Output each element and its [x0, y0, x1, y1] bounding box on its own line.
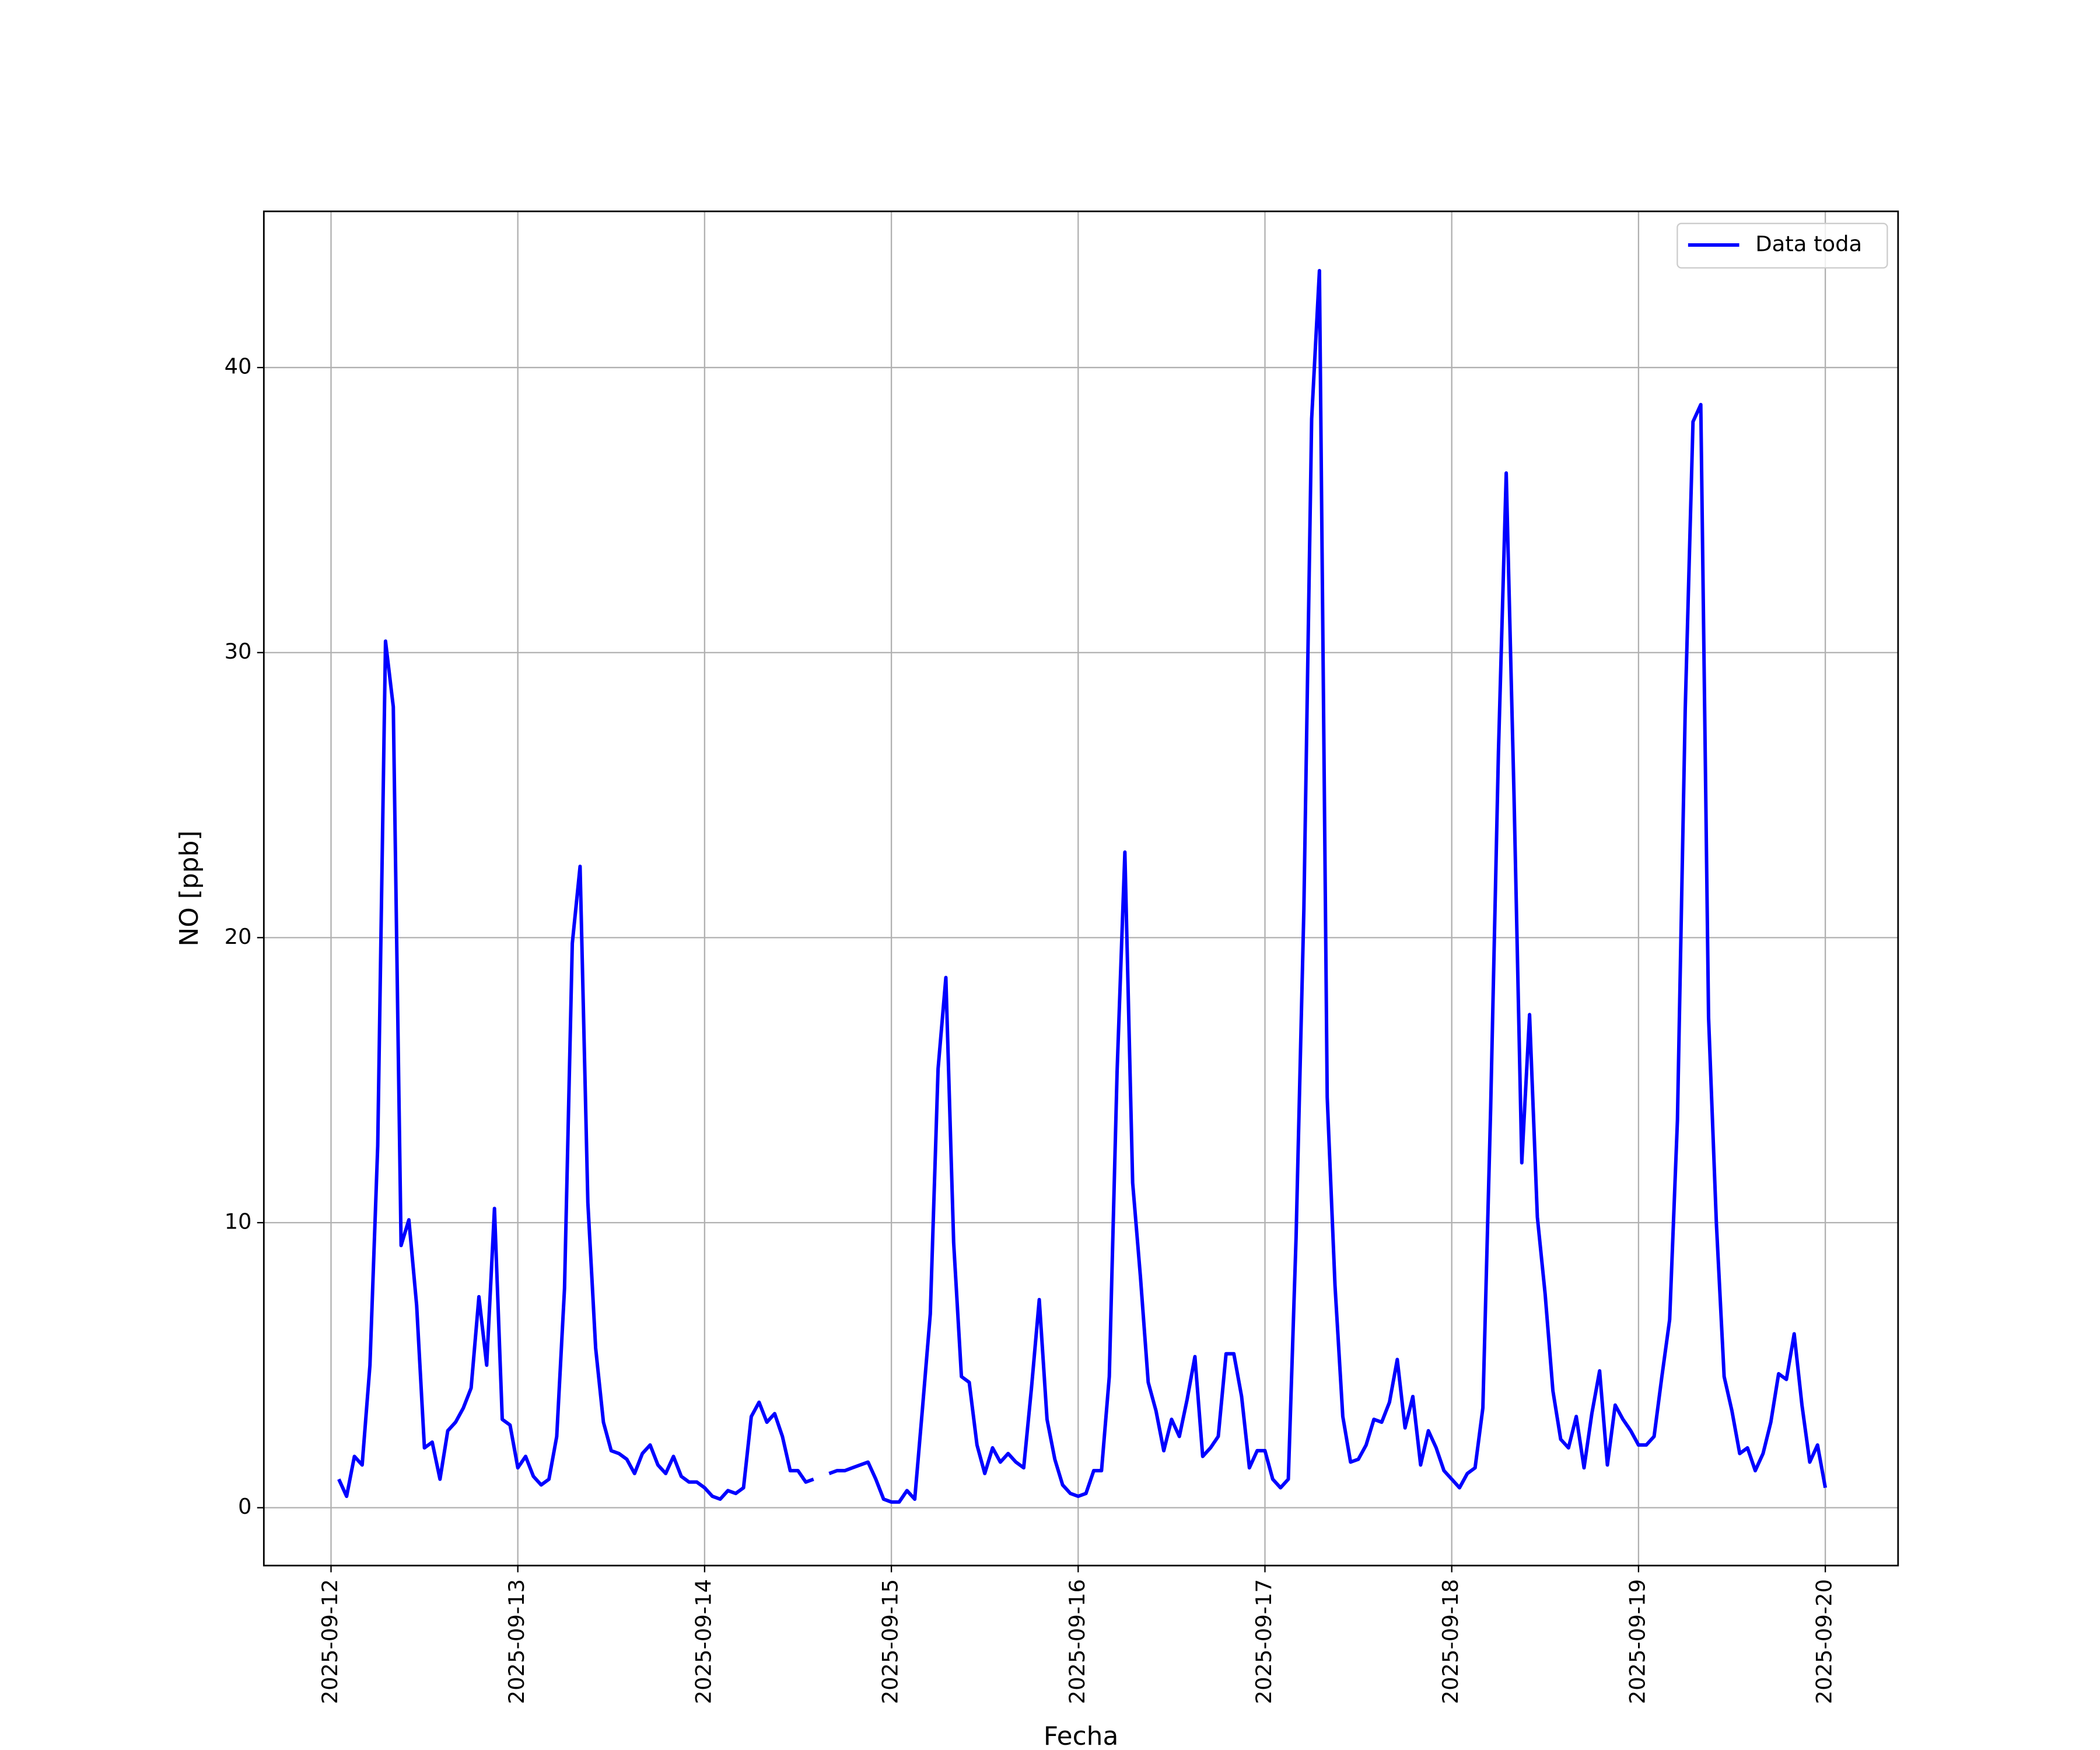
x-tick-label: 2025-09-14	[691, 1579, 716, 1704]
x-tick-label: 2025-09-16	[1065, 1579, 1090, 1704]
y-axis-label: NO [ppb]	[174, 831, 204, 947]
x-tick-label: 2025-09-13	[504, 1579, 529, 1704]
x-tick-label: 2025-09-19	[1625, 1579, 1650, 1704]
plot-frame	[262, 210, 1899, 1567]
x-tick-label: 2025-09-15	[878, 1579, 903, 1704]
data-line	[337, 268, 1828, 1504]
x-tick-label: 2025-09-18	[1438, 1579, 1463, 1704]
y-tick-label: 10	[225, 1209, 252, 1234]
y-tick-label: 30	[225, 639, 252, 664]
x-tick-label: 2025-09-20	[1812, 1579, 1837, 1704]
x-tick-label: 2025-09-17	[1251, 1579, 1276, 1704]
legend-box	[1676, 222, 1888, 269]
legend-label: Data toda	[1755, 232, 1862, 257]
x-tick-label: 2025-09-12	[317, 1579, 342, 1704]
y-tick-label: 0	[238, 1494, 251, 1519]
x-axis-label: Fecha	[1044, 1721, 1119, 1750]
y-tick-label: 40	[225, 354, 252, 379]
y-tick-label: 20	[225, 924, 252, 949]
